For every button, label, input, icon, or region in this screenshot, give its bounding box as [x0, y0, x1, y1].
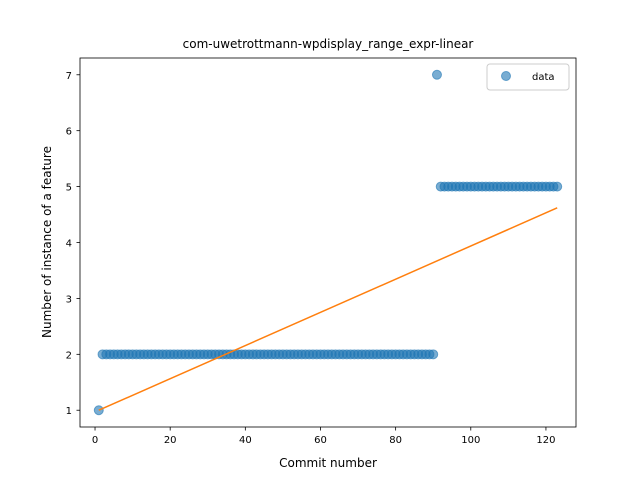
- x-tick-label: 0: [92, 435, 98, 446]
- fit-line: [98, 207, 558, 411]
- plot-area: [79, 57, 577, 428]
- scatter-point: [428, 349, 439, 360]
- legend-box: [486, 63, 570, 91]
- legend: data: [486, 63, 570, 91]
- y-tick-label: 5: [66, 183, 72, 194]
- x-tick-label: 20: [164, 435, 177, 446]
- scatter-point: [431, 69, 442, 80]
- y-tick-label: 3: [66, 294, 72, 305]
- x-tick-label: 60: [314, 435, 327, 446]
- x-tick-label: 40: [239, 435, 252, 446]
- scatter-point: [552, 181, 563, 192]
- x-axis: 0 20 40 60 80 100 120: [92, 427, 555, 446]
- x-tick-label: 80: [389, 435, 402, 446]
- y-axis-title: Number of instance of a feature: [40, 146, 54, 338]
- x-tick-label: 100: [461, 435, 480, 446]
- y-tick-label: 2: [66, 350, 72, 361]
- y-tick-label: 6: [66, 127, 72, 138]
- y-tick-label: 4: [66, 239, 72, 250]
- legend-label-data: data: [532, 72, 555, 83]
- y-tick-label: 7: [66, 71, 72, 82]
- chart-title: com-uwetrottmann-wpdisplay_range_expr-li…: [183, 37, 474, 51]
- legend-marker-data: [501, 71, 511, 81]
- y-axis: 1 2 3 4 5 6 7: [66, 71, 80, 417]
- y-tick-label: 1: [66, 406, 72, 417]
- x-axis-title: Commit number: [279, 456, 377, 470]
- x-tick-label: 120: [536, 435, 555, 446]
